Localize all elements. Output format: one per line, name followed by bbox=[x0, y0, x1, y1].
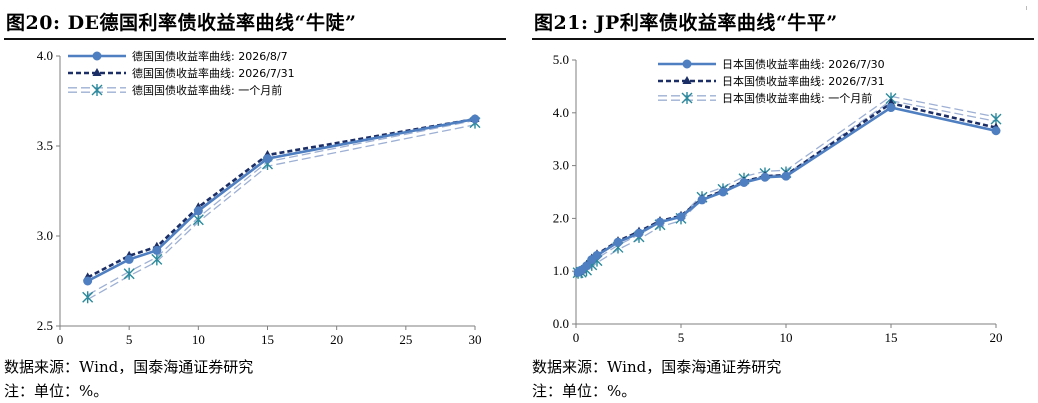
y-tick-label: 3.5 bbox=[37, 138, 53, 153]
x-tick-label: 20 bbox=[330, 332, 343, 347]
data-point bbox=[739, 177, 749, 187]
y-tick-label: 2.0 bbox=[553, 210, 569, 225]
line-chart-de: 2.5 3.0 3.5 4.0 0 5 10 15 20 25 30 德国国债收益率曲线: 2026/… bbox=[37, 48, 482, 347]
x-tick-label: 30 bbox=[469, 332, 482, 347]
series-line-0 bbox=[87, 117, 476, 283]
corner-mark bbox=[1026, 6, 1027, 10]
data-point bbox=[124, 254, 134, 264]
legend-label-2: 德国国债收益率曲线: 一个月前 bbox=[132, 83, 282, 97]
series-2 bbox=[572, 92, 1002, 279]
data-point bbox=[582, 261, 591, 271]
legend-label-0: 日本国债收益率曲线: 2026/7/30 bbox=[722, 57, 885, 71]
line-chart-jp: 0.0 1.0 2.0 3.0 4.0 5.0 0 5 10 15 20 日本国债收益率曲线: 202… bbox=[553, 52, 1003, 345]
y-tick-label: 4.0 bbox=[37, 48, 53, 63]
legend-marker-0 bbox=[92, 51, 102, 61]
legend-marker-0 bbox=[682, 59, 692, 69]
y-tick-label: 3.0 bbox=[553, 158, 569, 173]
data-source-de: 数据来源：Wind，国泰海通证券研究 bbox=[4, 358, 254, 376]
chart-title-de: 图20: DE德国利率债收益率曲线“牛陡” bbox=[6, 12, 357, 34]
y-tick-label: 0.0 bbox=[553, 316, 569, 331]
title-divider-de bbox=[4, 38, 506, 40]
data-point bbox=[613, 237, 623, 247]
legend-label-0: 德国国债收益率曲线: 2026/8/7 bbox=[132, 49, 288, 63]
legend-marker-2 bbox=[91, 84, 103, 96]
chart-panel-de: 图20: DE德国利率债收益率曲线“牛陡” 2.5 3.0 3.5 4.0 0 5 10 15… bbox=[0, 0, 510, 403]
legend: 德国国债收益率曲线: 2026/8/7 德国国债收益率曲线: 2026/7/31 德… bbox=[68, 49, 295, 97]
data-point bbox=[991, 126, 1001, 136]
data-point bbox=[697, 195, 707, 205]
data-point bbox=[82, 291, 94, 304]
unit-note-jp: 注：单位：%。 bbox=[532, 382, 637, 400]
data-point bbox=[192, 213, 204, 226]
data-point bbox=[151, 253, 163, 266]
legend-label-1: 日本国债收益率曲线: 2026/7/31 bbox=[722, 74, 885, 88]
data-point bbox=[760, 172, 770, 182]
chart-panel-jp: 图21: JP利率债收益率曲线“牛平” 0.0 1.0 2.0 3.0 4.0 5.0 0 5… bbox=[528, 0, 1038, 403]
legend-label-1: 德国国债收益率曲线: 2026/7/31 bbox=[132, 66, 295, 80]
data-point bbox=[655, 217, 665, 227]
x-tick-label: 10 bbox=[192, 332, 205, 347]
data-point bbox=[83, 276, 93, 286]
data-point bbox=[634, 228, 644, 238]
series-line-0 bbox=[577, 106, 997, 274]
x-tick-label: 10 bbox=[780, 330, 793, 345]
x-tick-label: 0 bbox=[57, 332, 64, 347]
data-point bbox=[263, 154, 272, 164]
data-point bbox=[470, 114, 480, 124]
series-0 bbox=[83, 114, 480, 286]
x-tick-label: 20 bbox=[990, 330, 1003, 345]
data-point bbox=[718, 187, 728, 197]
data-point bbox=[592, 250, 602, 260]
unit-note-de: 注：单位：%。 bbox=[4, 382, 109, 400]
data-point bbox=[781, 171, 791, 181]
legend-marker-1 bbox=[92, 68, 102, 76]
data-point bbox=[886, 103, 896, 113]
series-1 bbox=[573, 98, 1001, 276]
chart-title-jp: 图21: JP利率债收益率曲线“牛平” bbox=[534, 12, 838, 34]
series-line-1 bbox=[577, 101, 997, 274]
y-tick-label: 1.0 bbox=[553, 263, 569, 278]
legend-marker-1 bbox=[682, 76, 692, 84]
series-0 bbox=[573, 103, 1001, 277]
legend-label-2: 日本国债收益率曲线: 一个月前 bbox=[722, 91, 872, 105]
data-point bbox=[193, 206, 203, 216]
data-point bbox=[152, 245, 162, 255]
x-tick-label: 15 bbox=[885, 330, 898, 345]
data-point bbox=[676, 212, 686, 222]
y-tick-label: 2.5 bbox=[37, 318, 53, 333]
x-tick-label: 25 bbox=[399, 332, 412, 347]
x-tick-label: 5 bbox=[126, 332, 133, 347]
series-line-2 bbox=[87, 119, 476, 300]
title-divider-jp bbox=[532, 38, 1034, 40]
data-point bbox=[123, 267, 135, 280]
x-tick-label: 0 bbox=[573, 330, 580, 345]
y-tick-label: 3.0 bbox=[37, 228, 53, 243]
data-source-jp: 数据来源：Wind，国泰海通证券研究 bbox=[532, 358, 782, 376]
legend-marker-2 bbox=[681, 92, 693, 104]
legend: 日本国债收益率曲线: 2026/7/30 日本国债收益率曲线: 2026/7/31… bbox=[658, 57, 885, 105]
series-2 bbox=[82, 116, 481, 304]
x-tick-label: 5 bbox=[678, 330, 685, 345]
y-tick-label: 4.0 bbox=[553, 105, 569, 120]
x-tick-label: 15 bbox=[261, 332, 274, 347]
y-tick-label: 5.0 bbox=[553, 52, 569, 67]
series-line-1 bbox=[87, 117, 476, 279]
series-line-2 bbox=[577, 95, 997, 276]
